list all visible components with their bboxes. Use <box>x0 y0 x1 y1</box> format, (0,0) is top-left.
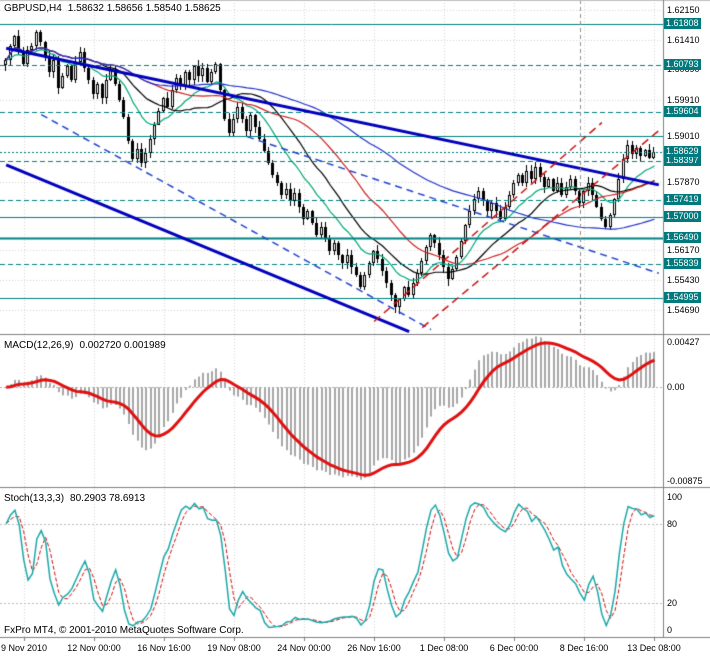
mt4-chart-window: GBPUSD,H4 1.58632 1.58656 1.58540 1.58625… <box>0 0 710 671</box>
chart-canvas[interactable] <box>0 0 710 671</box>
